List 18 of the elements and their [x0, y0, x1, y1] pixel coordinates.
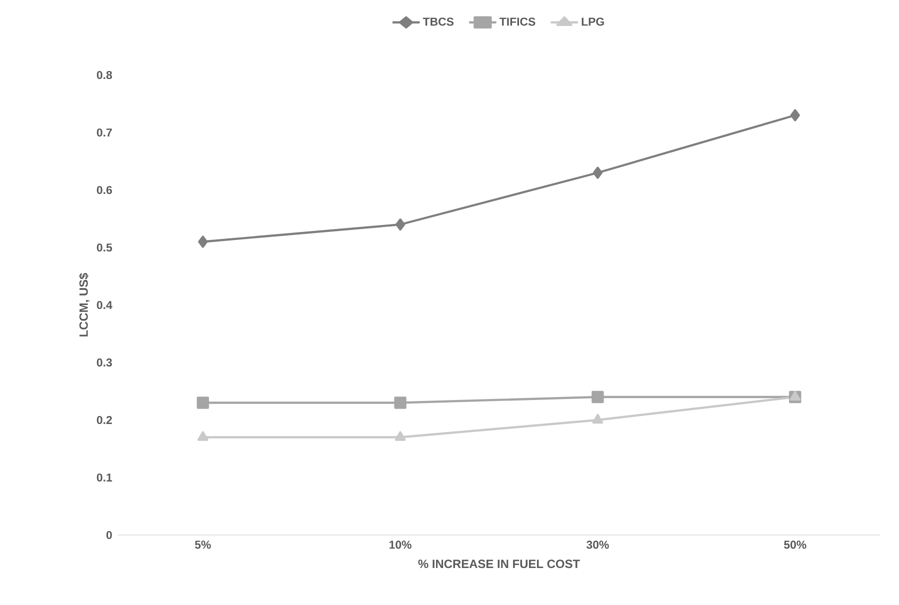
x-axis-title: % INCREASE IN FUEL COST	[418, 560, 580, 568]
y-axis-title: LCCM, US$	[78, 272, 90, 336]
y-tick-label: 0.8	[96, 70, 112, 80]
legend-label: TIFICS	[500, 18, 536, 26]
y-tick-label: 0.1	[96, 473, 112, 482]
x-tick-label: 5%	[194, 540, 211, 549]
y-tick-label: 0.2	[96, 416, 112, 424]
legend-label: TBCS	[422, 18, 454, 26]
x-tick-label: 10%	[390, 540, 412, 549]
x-tick-label: 50%	[784, 540, 806, 549]
y-tick-label: 0.3	[96, 358, 112, 367]
x-tick-label: 30%	[586, 540, 609, 549]
y-tick-label: 0	[106, 530, 112, 540]
y-tick-label: 0.4	[96, 300, 112, 310]
y-tick-label: 0.5	[96, 243, 112, 252]
y-tick-label: 0.7	[96, 128, 112, 137]
legend-label: LPG	[582, 18, 604, 26]
y-tick-label: 0.6	[96, 186, 112, 194]
